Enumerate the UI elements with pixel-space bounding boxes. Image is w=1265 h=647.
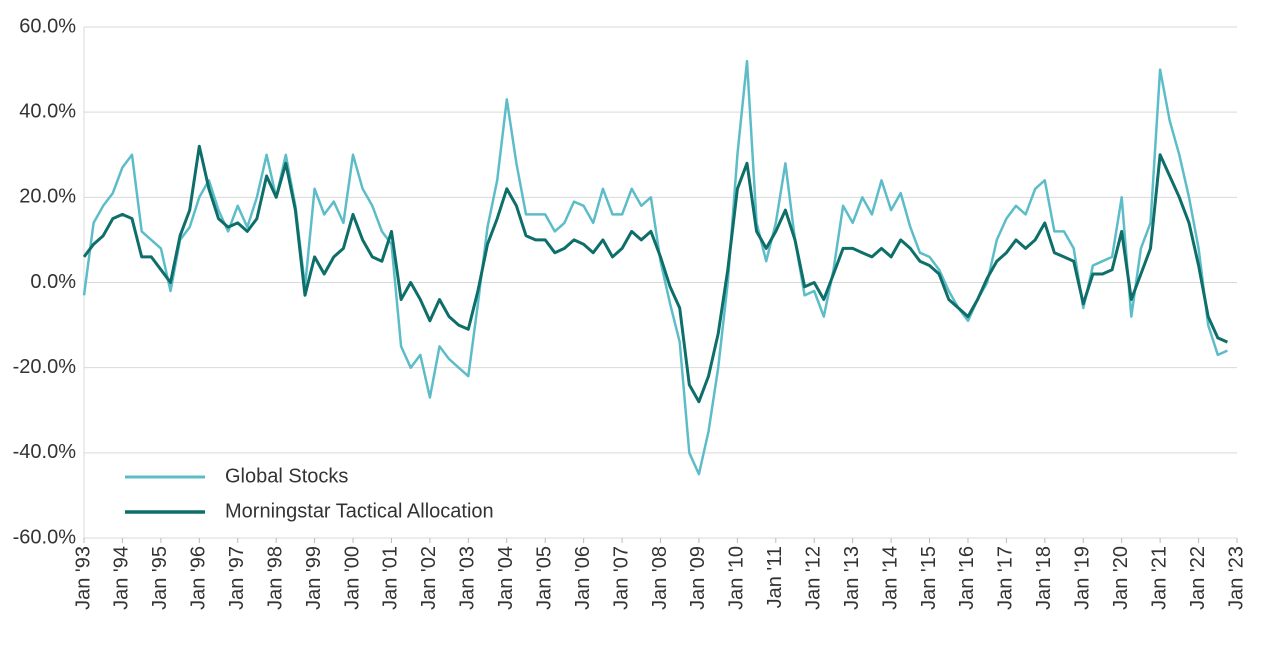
- x-tick-label: Jan '09: [687, 546, 709, 610]
- y-tick-label: -20.0%: [13, 356, 77, 378]
- x-tick-label: Jan '14: [879, 546, 901, 610]
- x-tick-label: Jan '17: [995, 546, 1017, 610]
- x-tick-label: Jan '11: [764, 546, 786, 608]
- legend-label: Morningstar Tactical Allocation: [225, 500, 494, 522]
- y-tick-label: 20.0%: [19, 186, 76, 208]
- x-tick-label: Jan '10: [726, 546, 748, 610]
- series-line: [82, 144, 1229, 404]
- legend-label: Global Stocks: [225, 465, 348, 487]
- x-tick-label: Jan '95: [149, 546, 171, 610]
- x-tick-label: Jan '97: [226, 546, 248, 610]
- y-tick-label: 60.0%: [19, 15, 76, 37]
- y-tick-label: -60.0%: [13, 526, 77, 548]
- x-tick-label: Jan '00: [341, 546, 363, 610]
- x-tick-label: Jan '12: [803, 546, 825, 610]
- x-tick-label: Jan '01: [380, 546, 402, 610]
- x-tick-label: Jan '16: [956, 546, 978, 610]
- x-tick-label: Jan '98: [264, 546, 286, 610]
- x-tick-label: Jan '18: [1033, 546, 1055, 610]
- x-tick-label: Jan '05: [533, 546, 555, 610]
- x-tick-label: Jan '96: [188, 546, 210, 610]
- x-tick-label: Jan '07: [610, 546, 632, 610]
- x-tick-label: Jan '06: [572, 546, 594, 610]
- x-tick-label: Jan '23: [1225, 546, 1247, 610]
- x-tick-label: Jan '19: [1072, 546, 1094, 610]
- y-tick-label: -40.0%: [13, 441, 77, 463]
- x-tick-label: Jan '04: [495, 546, 517, 610]
- x-tick-label: Jan '99: [303, 546, 325, 610]
- y-tick-label: 40.0%: [19, 100, 76, 122]
- x-tick-label: Jan '93: [72, 546, 94, 610]
- x-tick-label: Jan '02: [418, 546, 440, 610]
- x-tick-label: Jan '94: [111, 546, 133, 610]
- x-tick-label: Jan '20: [1110, 546, 1132, 610]
- x-tick-label: Jan '08: [649, 546, 671, 610]
- x-tick-label: Jan '15: [918, 546, 940, 610]
- series-line: [82, 59, 1228, 476]
- x-tick-label: Jan '22: [1187, 546, 1209, 610]
- y-tick-label: 0.0%: [30, 271, 76, 293]
- x-tick-label: Jan '03: [457, 546, 479, 610]
- x-tick-label: Jan '21: [1148, 546, 1170, 610]
- x-tick-label: Jan '13: [841, 546, 863, 610]
